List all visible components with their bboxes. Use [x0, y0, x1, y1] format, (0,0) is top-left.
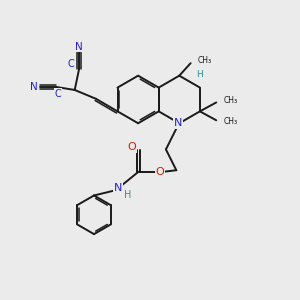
Text: H: H: [124, 190, 131, 200]
Text: H: H: [196, 70, 202, 79]
Text: O: O: [128, 142, 136, 152]
Text: N: N: [30, 82, 38, 92]
Text: N: N: [75, 42, 83, 52]
Text: CH₃: CH₃: [224, 117, 238, 126]
Text: N: N: [174, 118, 182, 128]
Text: N: N: [114, 183, 122, 193]
Text: CH₃: CH₃: [197, 56, 211, 65]
Text: C: C: [68, 59, 74, 69]
Text: C: C: [54, 88, 61, 98]
Text: CH₃: CH₃: [224, 97, 238, 106]
Text: O: O: [156, 167, 164, 177]
